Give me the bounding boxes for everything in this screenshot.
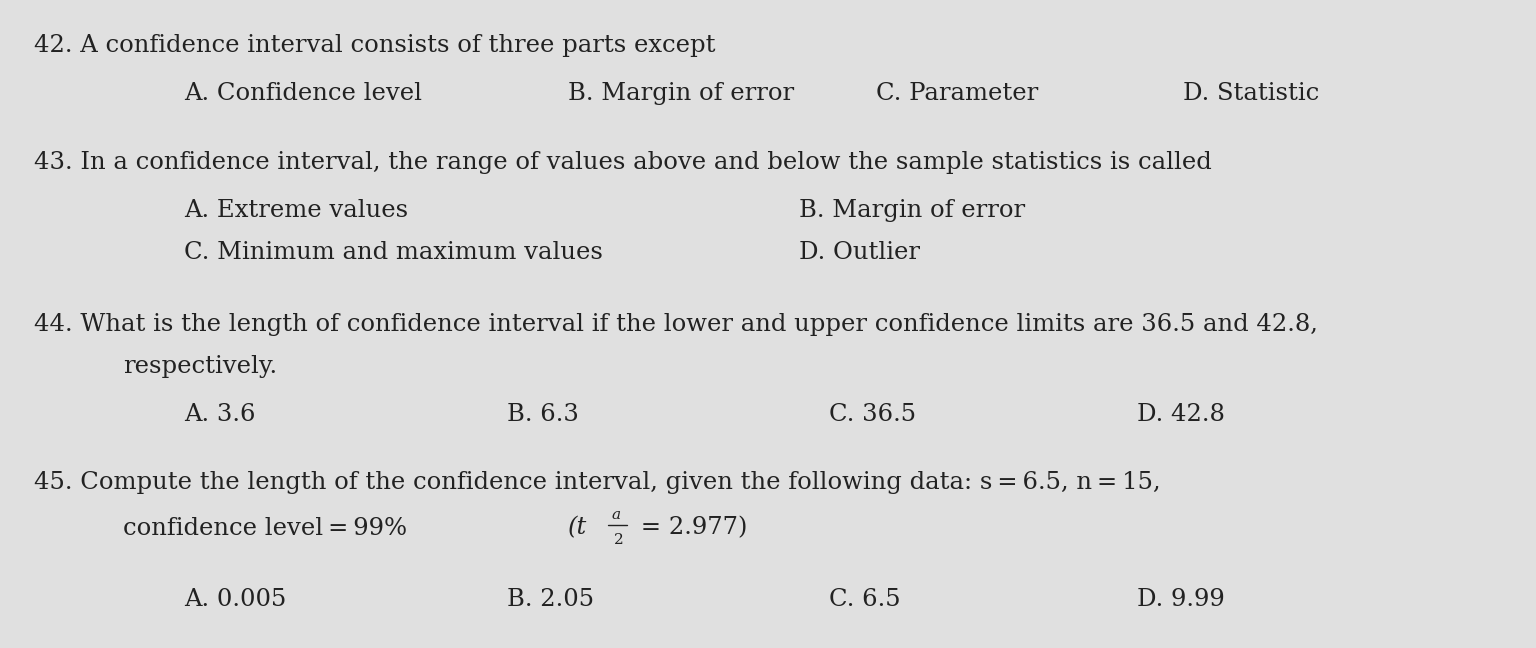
- Text: A. Extreme values: A. Extreme values: [184, 199, 409, 222]
- Text: 42. A confidence interval consists of three parts except: 42. A confidence interval consists of th…: [34, 34, 716, 57]
- Text: B. 6.3: B. 6.3: [507, 403, 579, 426]
- Text: 43. In a confidence interval, the range of values above and below the sample sta: 43. In a confidence interval, the range …: [34, 150, 1212, 174]
- Text: A. 3.6: A. 3.6: [184, 403, 257, 426]
- Text: B. Margin of error: B. Margin of error: [799, 199, 1025, 222]
- Text: 44. What is the length of confidence interval if the lower and upper confidence : 44. What is the length of confidence int…: [34, 312, 1318, 336]
- Text: A. Confidence level: A. Confidence level: [184, 82, 422, 106]
- Text: C. 6.5: C. 6.5: [829, 588, 902, 611]
- Text: D. Outlier: D. Outlier: [799, 241, 920, 264]
- Text: C. 36.5: C. 36.5: [829, 403, 917, 426]
- Text: confidence level = 99%: confidence level = 99%: [123, 516, 407, 540]
- Text: D. 9.99: D. 9.99: [1137, 588, 1224, 611]
- Text: B. 2.05: B. 2.05: [507, 588, 594, 611]
- Text: C. Minimum and maximum values: C. Minimum and maximum values: [184, 241, 604, 264]
- Text: respectively.: respectively.: [123, 354, 276, 378]
- Text: (t: (t: [568, 516, 588, 540]
- Text: D. Statistic: D. Statistic: [1183, 82, 1319, 106]
- Text: a: a: [611, 508, 621, 522]
- Text: = 2.977): = 2.977): [633, 516, 746, 540]
- Text: C. Parameter: C. Parameter: [876, 82, 1038, 106]
- Text: 45. Compute the length of the confidence interval, given the following data: s =: 45. Compute the length of the confidence…: [34, 471, 1160, 494]
- Text: A. 0.005: A. 0.005: [184, 588, 287, 611]
- Text: D. 42.8: D. 42.8: [1137, 403, 1224, 426]
- Text: B. Margin of error: B. Margin of error: [568, 82, 794, 106]
- Text: 2: 2: [614, 533, 624, 547]
